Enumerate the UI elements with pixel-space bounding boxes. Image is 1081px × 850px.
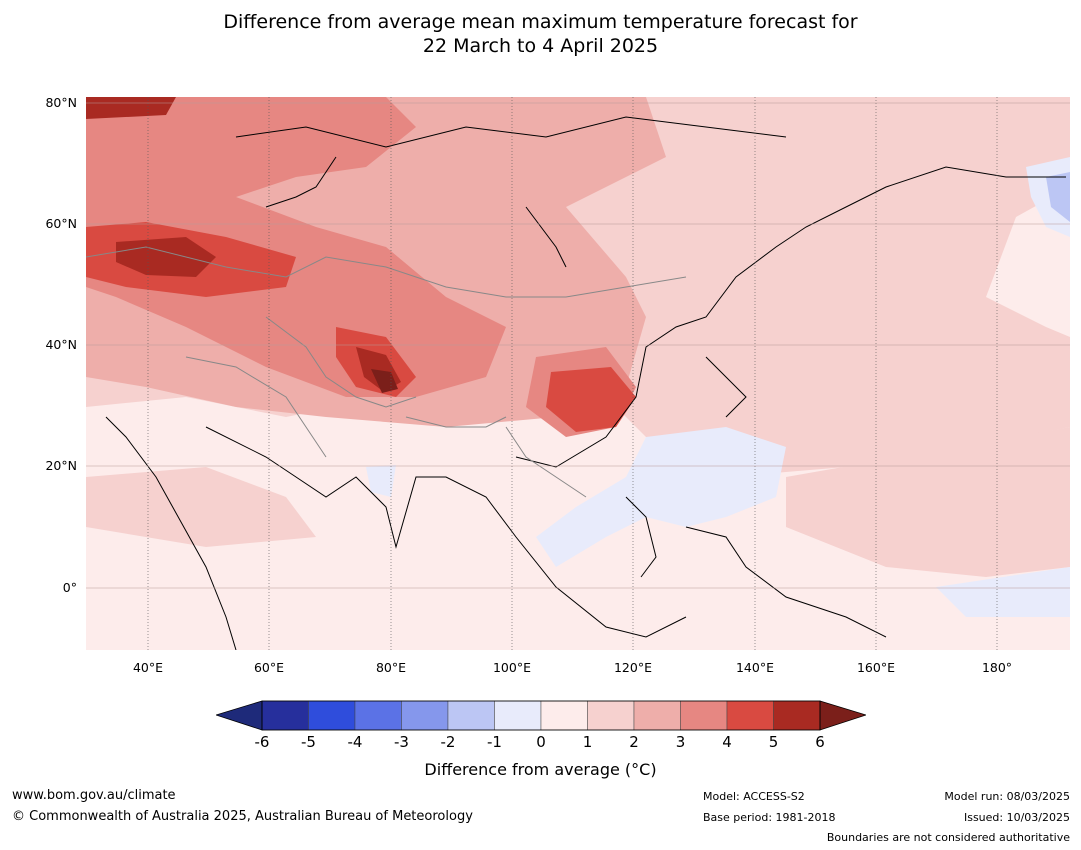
colorbar-tick-label: 2 (629, 733, 639, 751)
lon-label-40e: 40°E (132, 660, 164, 675)
colorbar-segment (587, 700, 635, 731)
lat-label-60n: 60°N (45, 216, 77, 231)
colorbar-tick-label: 1 (582, 733, 593, 751)
anomaly-map (86, 97, 1070, 650)
anomaly-band-5-6-west (116, 237, 216, 277)
colorbar-segment (354, 700, 402, 731)
lat-label-20n: 20°N (45, 458, 77, 473)
title-line-1: Difference from average mean maximum tem… (223, 11, 858, 33)
coastlines (105, 116, 1066, 650)
footer-model: Model: ACCESS-S2 (703, 790, 805, 803)
title-line-2: 22 March to 4 April 2025 (422, 35, 659, 57)
lon-label-60e: 60°E (253, 660, 285, 675)
footer-base-period: Base period: 1981-2018 (703, 811, 836, 824)
colorbar-segment (494, 700, 542, 731)
lon-label-180: 180° (981, 660, 1013, 675)
lat-label-0: 0° (62, 580, 77, 595)
colorbar-tick-label: 3 (675, 733, 686, 751)
lon-label-160e: 160°E (856, 660, 895, 675)
footer-model-run: Model run: 08/03/2025 (944, 790, 1070, 803)
colorbar-outline (261, 700, 821, 731)
colorbar-tick-label: 4 (722, 733, 732, 751)
colorbar-under-arrow (216, 700, 263, 731)
parallels (86, 102, 1070, 589)
colorbar-segment (308, 700, 356, 731)
footer-url[interactable]: www.bom.gov.au/climate (12, 788, 176, 803)
anomaly-band-4-5-east-china (546, 367, 636, 432)
lon-label-140e: 140°E (735, 660, 774, 675)
colorbar-tick-label: -1 (487, 733, 502, 751)
anomaly-band-3-4 (86, 97, 506, 397)
lon-label-120e: 120°E (613, 660, 652, 675)
colorbar-tick-label: 5 (768, 733, 779, 751)
anomaly-band-neg-1-0-pacific (936, 567, 1070, 617)
colorbar-segment (773, 700, 821, 731)
colorbar-over-arrow (819, 700, 866, 731)
country-borders (86, 246, 687, 498)
colorbar-label: Difference from average (°C) (424, 760, 657, 779)
anomaly-band-over-6 (371, 369, 398, 393)
colorbar-tick-label: -2 (440, 733, 456, 751)
colorbar-segment (680, 700, 728, 731)
meridians (147, 97, 998, 650)
map-svg (86, 97, 1070, 650)
colorbar-segment (726, 700, 774, 731)
colorbar-segment (447, 700, 495, 731)
colorbar-tick-label: 0 (536, 733, 546, 751)
chart-title: Difference from average mean maximum tem… (0, 10, 1081, 58)
colorbar-tick-label: 6 (815, 733, 825, 751)
colorbar-segment (540, 700, 588, 731)
colorbar-segment (633, 700, 681, 731)
lat-label-80n: 80°N (45, 95, 77, 110)
anomaly-band-neg-1-0-india (366, 465, 396, 497)
anomaly-band-1-2-africa (86, 467, 316, 547)
lat-label-40n: 40°N (45, 337, 77, 352)
colorbar-tick-label: -6 (254, 733, 270, 751)
footer-copyright: © Commonwealth of Australia 2025, Austra… (12, 809, 473, 824)
lon-label-80e: 80°E (375, 660, 407, 675)
colorbar-tick-label: -3 (394, 733, 409, 751)
anomaly-band-neg-1-0-scs (536, 427, 786, 567)
lon-label-100e: 100°E (492, 660, 531, 675)
anomaly-band-neg-2-1-siberia (1046, 172, 1070, 222)
anomaly-band-1-2-pacific (786, 427, 1070, 577)
colorbar-segments (261, 700, 821, 731)
colorbar-tick-label: -5 (301, 733, 316, 751)
anomaly-band-5-6-arctic (86, 97, 176, 119)
colorbar-segment (401, 700, 449, 731)
colorbar-tick-label: -4 (347, 733, 363, 751)
footer-disclaimer: Boundaries are not considered authoritat… (826, 831, 1070, 844)
colorbar (216, 700, 866, 731)
colorbar-segment (261, 700, 309, 731)
footer-issued: Issued: 10/03/2025 (963, 811, 1070, 824)
